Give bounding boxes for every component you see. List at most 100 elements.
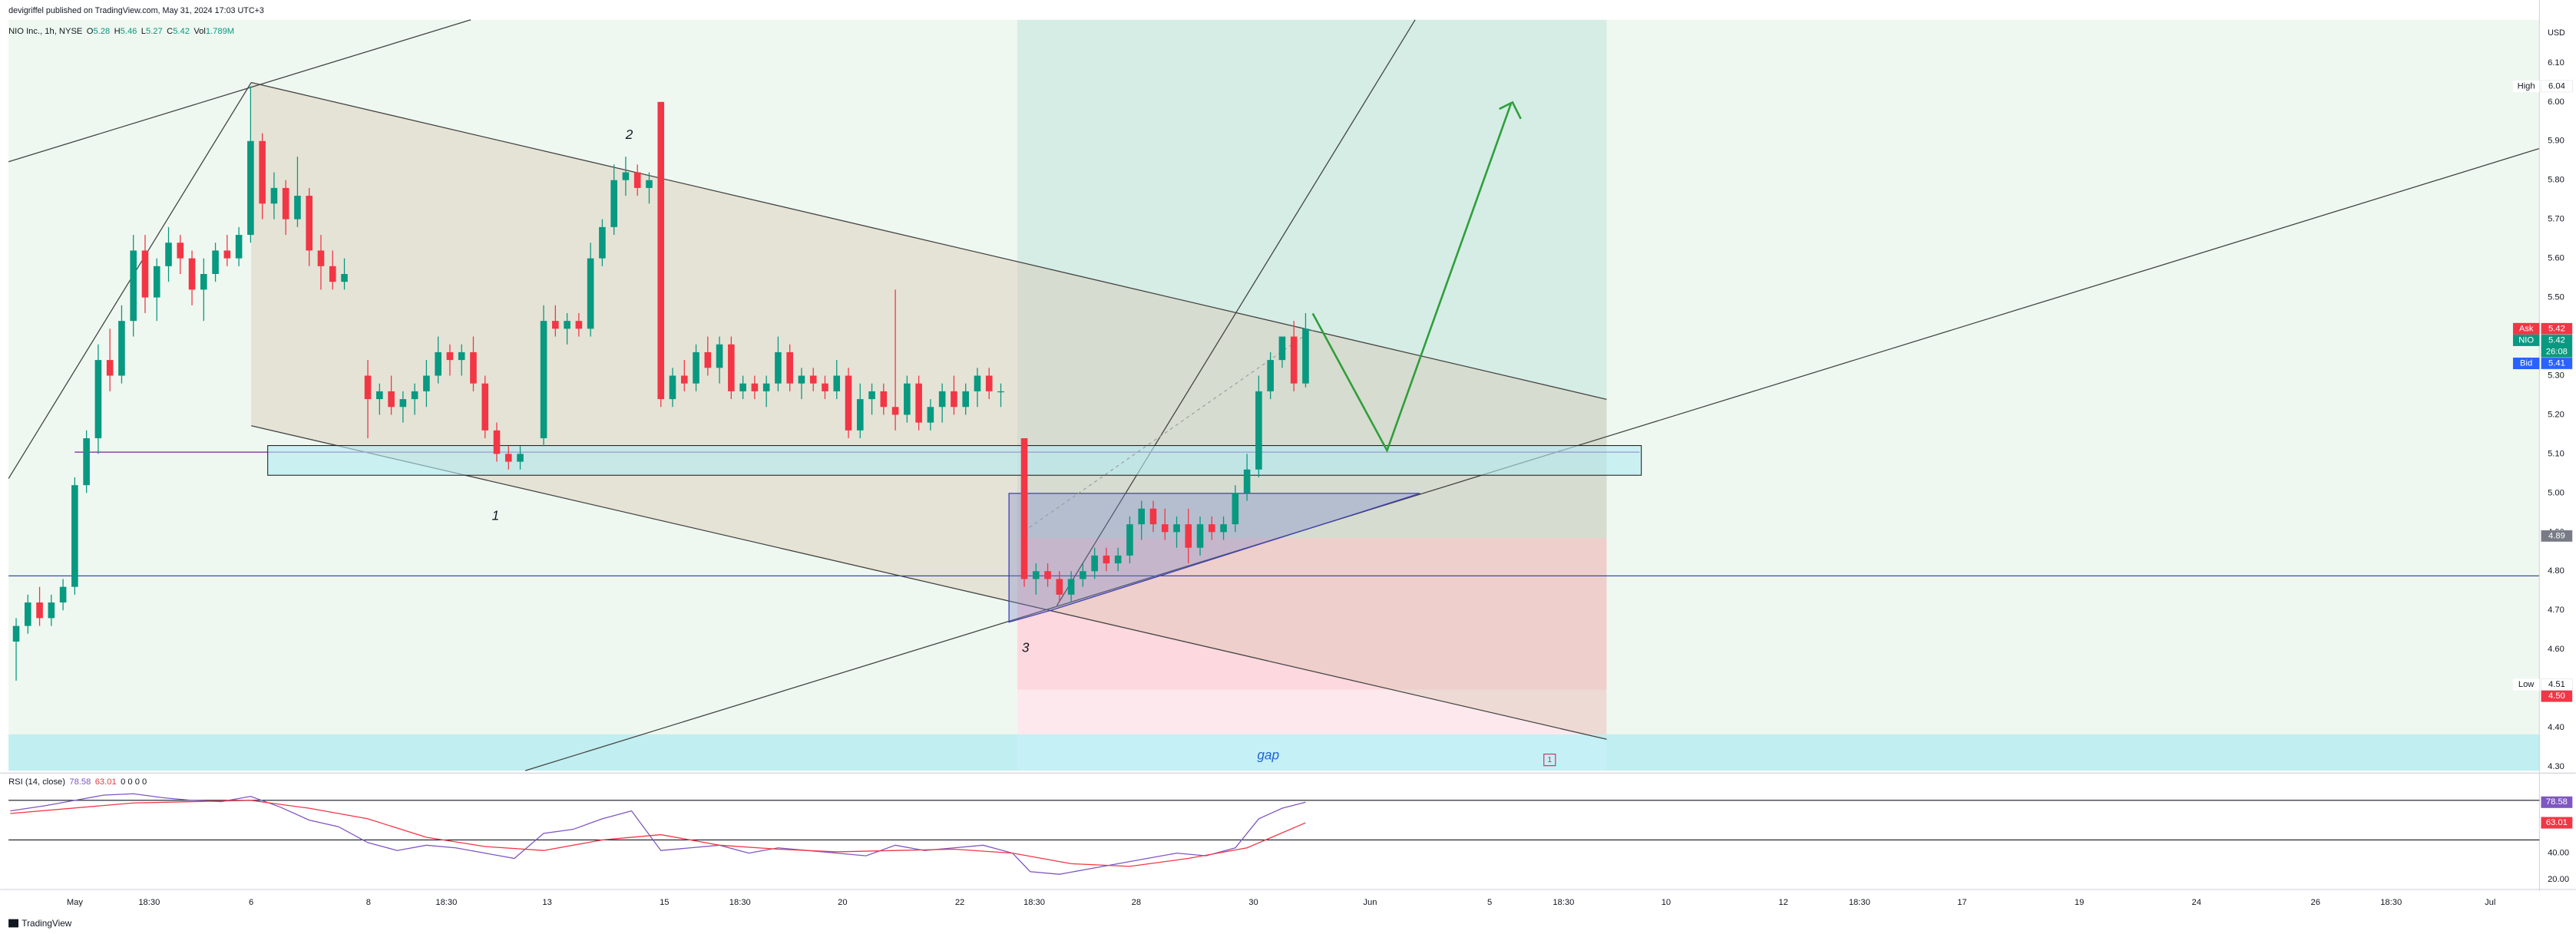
annotation: 3: [1022, 640, 1030, 655]
x-tick-label: 18:30: [1023, 898, 1045, 907]
price-badge-tag-label: Low: [2518, 680, 2535, 689]
candle-body: [141, 250, 149, 298]
candle-body: [177, 243, 184, 259]
candle-body: [388, 391, 395, 408]
price-badge-tag: [2512, 322, 2540, 335]
candle-body: [106, 360, 114, 376]
candle-body: [904, 383, 911, 415]
y-tick-label: 4.60: [2548, 645, 2564, 654]
y-tick-label: 5.90: [2548, 137, 2564, 146]
price-badge-value: 6.04: [2548, 81, 2565, 91]
triangle: [1008, 493, 1420, 623]
projection-arrow: [1311, 104, 1512, 454]
header-part: 5.27: [146, 27, 163, 36]
candle-body: [59, 586, 67, 603]
rsi-header-part: RSI (14, close): [8, 777, 65, 787]
y-tick-label: 5.20: [2548, 410, 2564, 419]
candle-body: [997, 391, 1004, 393]
candle-body: [951, 391, 957, 408]
candle-body: [751, 383, 759, 391]
channel-top: [251, 81, 1607, 400]
candle-body: [1149, 508, 1157, 525]
annotation: gap: [1257, 747, 1279, 762]
candle-body: [376, 391, 383, 400]
candle-body: [12, 625, 20, 642]
candle-body: [1267, 360, 1274, 391]
x-tick-label: Jun: [1363, 898, 1377, 907]
candle-body: [341, 274, 348, 282]
annotation: 1: [492, 508, 500, 523]
candle-body: [306, 196, 313, 251]
candle-body: [259, 140, 266, 204]
candle-body: [809, 375, 817, 384]
rsi-line: [10, 793, 1306, 875]
price-badge: [2541, 334, 2573, 358]
candle-body: [130, 250, 137, 322]
header-part: 5.42: [173, 27, 190, 36]
x-tick-label: 6: [249, 898, 253, 907]
candle-body: [411, 391, 418, 400]
candle-body: [974, 375, 981, 391]
candle-body: [1114, 555, 1122, 564]
header-part: NIO Inc., 1h, NYSE: [8, 27, 82, 36]
header-part: O: [87, 27, 94, 36]
candle-body: [1067, 579, 1075, 595]
attribution: devigriffel published on TradingView.com…: [8, 6, 264, 15]
candle-body: [680, 375, 688, 384]
candle-body: [1255, 391, 1262, 470]
candle-body: [1278, 336, 1286, 361]
candle-body: [540, 321, 547, 439]
zone-right: [1606, 19, 2540, 771]
x-tick-label: 18:30: [2380, 898, 2402, 907]
candle-body: [552, 321, 559, 329]
dashed-line: [1023, 329, 1314, 532]
candle-body: [25, 602, 31, 626]
candle-body: [1032, 571, 1040, 579]
header-part: 5.46: [121, 27, 137, 36]
candle-body: [1044, 571, 1051, 579]
candle-body: [1290, 336, 1298, 384]
annotation: 1: [1548, 756, 1552, 764]
y-tick-label: 6.00: [2548, 97, 2564, 107]
header-part: C: [167, 27, 173, 36]
candle-body: [1091, 555, 1098, 572]
price-badge-tag-label: Bid: [2520, 358, 2532, 368]
candle-body: [927, 407, 934, 423]
price-badge: [2541, 80, 2573, 93]
candle-body: [83, 438, 90, 486]
x-tick-label: 18:30: [435, 898, 457, 907]
price-badge-tag: [2512, 678, 2540, 691]
candle-body: [1056, 579, 1063, 595]
candle-body: [446, 351, 454, 361]
countdown: 26:08: [2546, 347, 2568, 356]
annotation: 2: [625, 127, 633, 142]
price-badge-value: 4.51: [2548, 680, 2565, 689]
header-part: 1.789M: [206, 27, 234, 36]
candle-body: [856, 399, 864, 431]
price-badge-value: 5.42: [2548, 324, 2565, 333]
header-part: H: [114, 27, 121, 36]
candle-body: [36, 602, 43, 619]
value-badge: [2541, 817, 2573, 829]
value-badge: [2541, 796, 2573, 808]
x-tick-label: 5: [1487, 898, 1492, 907]
candle-body: [891, 407, 899, 415]
price-badge-tag: [2512, 80, 2540, 92]
candle-body: [282, 187, 289, 219]
candle-body: [165, 243, 172, 266]
candle-body: [868, 391, 875, 400]
candle-body: [364, 375, 372, 400]
candle-body: [669, 375, 676, 400]
x-tick-label: Jul: [2485, 898, 2495, 907]
candle-body: [71, 485, 78, 587]
y-tick-label: 4.40: [2548, 723, 2564, 732]
y-tick-label: 20.00: [2548, 875, 2569, 884]
x-tick-label: 18:30: [1553, 898, 1574, 907]
rsi-header-part: 63.01: [95, 777, 117, 787]
candle-body: [235, 235, 243, 259]
candle-body: [587, 258, 594, 329]
rsi-header-part: 78.58: [69, 777, 91, 787]
x-tick-label: 18:30: [729, 898, 751, 907]
price-badge-tag-label: Ask: [2519, 324, 2534, 333]
